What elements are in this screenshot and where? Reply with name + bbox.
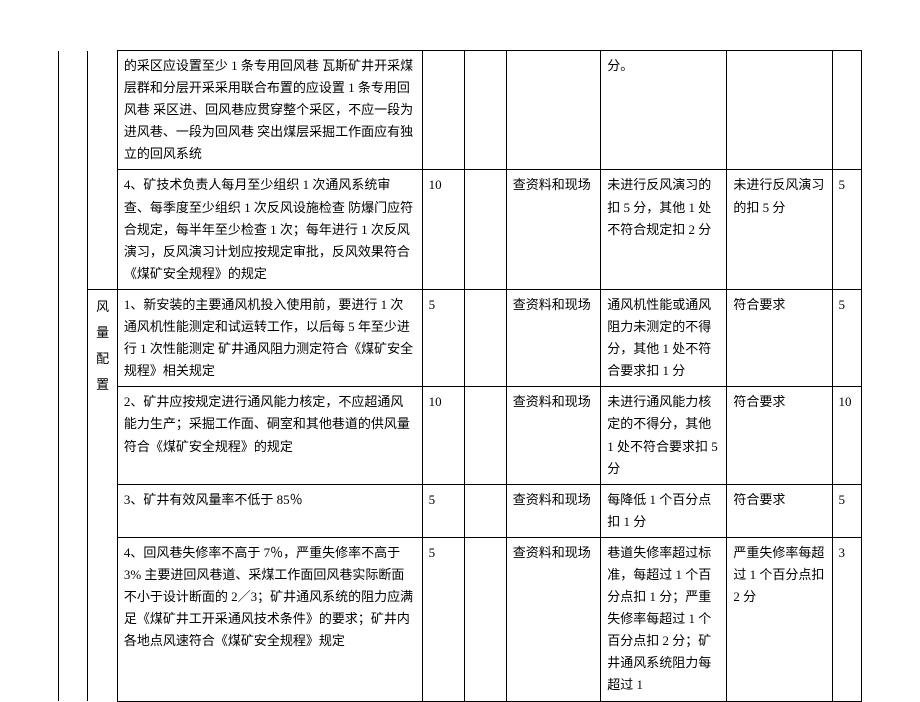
cell-blank: [464, 387, 506, 484]
subcategory-text: 风量配置: [96, 294, 109, 398]
cell-content: 的采区应设置至少 1 条专用回风巷 瓦斯矿井开采煤层群和分层开采采用联合布置的应…: [117, 51, 422, 170]
cell-got: 3: [832, 537, 861, 701]
cell-content: 4、回风巷失修率不高于 7％，严重失修率不高于 3% 主要进回风巷道、采煤工作面…: [117, 537, 422, 701]
table-row: 2、矿井应按规定进行通风能力核定，不应超通风能力生产；采掘工作面、硐室和其他巷道…: [59, 387, 862, 484]
cell-criteria: 通风机性能或通风阻力未测定的不得分，其他 1 处不符合要求扣 1 分: [601, 289, 727, 386]
table-row: 3、矿井有效风量率不低于 85％ 5 查资料和现场 每降低 1 个百分点扣 1 …: [59, 484, 862, 537]
cell-category: [59, 51, 88, 702]
cell-content: 2、矿井应按规定进行通风能力核定，不应超通风能力生产；采掘工作面、硐室和其他巷道…: [117, 387, 422, 484]
cell-score: 10: [422, 387, 464, 484]
cell-result: 符合要求: [727, 387, 832, 484]
cell-content: 1、新安装的主要通风机投入使用前，要进行 1 次通风机性能测定和试运转工作，以后…: [117, 289, 422, 386]
cell-score: [422, 51, 464, 170]
cell-result: 符合要求: [727, 289, 832, 386]
cell-method: [506, 51, 601, 170]
cell-subcategory: [88, 51, 117, 290]
cell-got: [832, 51, 861, 170]
cell-got: 5: [832, 170, 861, 289]
cell-method: 查资料和现场: [506, 387, 601, 484]
cell-blank: [464, 289, 506, 386]
cell-method: 查资料和现场: [506, 289, 601, 386]
cell-score: 5: [422, 289, 464, 386]
cell-got: 5: [832, 289, 861, 386]
assessment-table: 的采区应设置至少 1 条专用回风巷 瓦斯矿井开采煤层群和分层开采采用联合布置的应…: [58, 50, 862, 702]
table-row: 4、矿技术负责人每月至少组织 1 次通风系统审查、每季度至少组织 1 次反风设施…: [59, 170, 862, 289]
cell-score: 5: [422, 484, 464, 537]
cell-result: 严重失修率每超过 1 个百分点扣 2 分: [727, 537, 832, 701]
cell-criteria: 未进行通风能力核定的不得分，其他 1 处不符合要求扣 5 分: [601, 387, 727, 484]
table-row: 4、回风巷失修率不高于 7％，严重失修率不高于 3% 主要进回风巷道、采煤工作面…: [59, 537, 862, 701]
cell-score: 10: [422, 170, 464, 289]
cell-criteria: 每降低 1 个百分点扣 1 分: [601, 484, 727, 537]
cell-score: 5: [422, 537, 464, 701]
cell-content: 4、矿技术负责人每月至少组织 1 次通风系统审查、每季度至少组织 1 次反风设施…: [117, 170, 422, 289]
cell-criteria: 未进行反风演习的扣 5 分，其他 1 处不符合规定扣 2 分: [601, 170, 727, 289]
cell-subcategory-label: 风量配置: [88, 289, 117, 701]
cell-criteria: 分。: [601, 51, 727, 170]
cell-blank: [464, 484, 506, 537]
cell-blank: [464, 51, 506, 170]
cell-method: 查资料和现场: [506, 484, 601, 537]
cell-method: 查资料和现场: [506, 170, 601, 289]
cell-got: 5: [832, 484, 861, 537]
cell-criteria: 巷道失修率超过标准，每超过 1 个百分点扣 1 分；严重失修率每超过 1 个百分…: [601, 537, 727, 701]
table-row: 的采区应设置至少 1 条专用回风巷 瓦斯矿井开采煤层群和分层开采采用联合布置的应…: [59, 51, 862, 170]
cell-content: 3、矿井有效风量率不低于 85％: [117, 484, 422, 537]
cell-blank: [464, 537, 506, 701]
cell-result: 未进行反风演习的扣 5 分: [727, 170, 832, 289]
table-row: 风量配置 1、新安装的主要通风机投入使用前，要进行 1 次通风机性能测定和试运转…: [59, 289, 862, 386]
page: 的采区应设置至少 1 条专用回风巷 瓦斯矿井开采煤层群和分层开采采用联合布置的应…: [0, 0, 920, 651]
cell-method: 查资料和现场: [506, 537, 601, 701]
cell-got: 10: [832, 387, 861, 484]
cell-result: [727, 51, 832, 170]
cell-result: 符合要求: [727, 484, 832, 537]
cell-blank: [464, 170, 506, 289]
